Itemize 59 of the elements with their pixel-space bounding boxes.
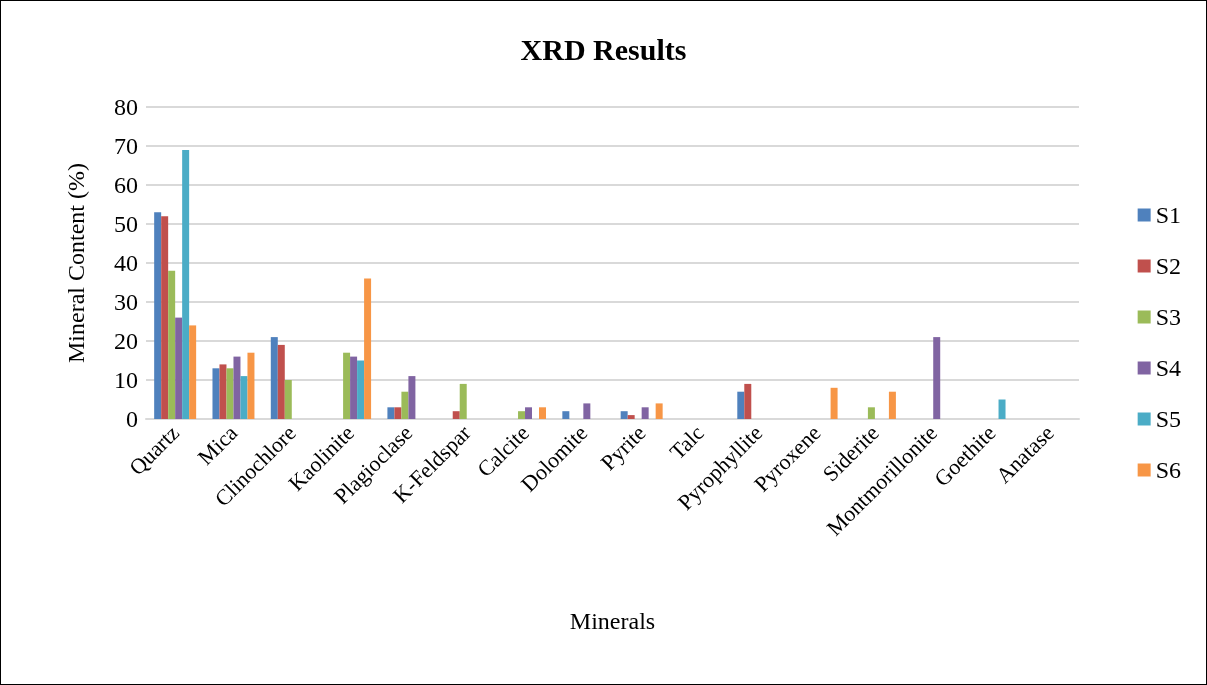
legend-label: S6 <box>1155 457 1182 483</box>
y-tick-label: 0 <box>126 406 138 432</box>
bar <box>168 270 176 419</box>
y-tick-label: 10 <box>114 367 138 393</box>
bar <box>401 391 409 419</box>
legend-label: S3 <box>1155 304 1182 330</box>
y-tick-label: 40 <box>114 250 138 276</box>
bar <box>525 407 533 419</box>
bar <box>387 407 395 419</box>
bar <box>212 368 220 419</box>
bar <box>933 337 941 419</box>
y-tick-label: 80 <box>114 94 138 120</box>
bar <box>394 407 402 419</box>
y-tick-label: 20 <box>114 328 138 354</box>
bar <box>284 380 292 419</box>
y-tick-label: 60 <box>114 172 138 198</box>
legend-label: S4 <box>1155 355 1182 381</box>
bar <box>277 344 285 419</box>
bar <box>357 360 365 419</box>
y-tick-label: 70 <box>114 133 138 159</box>
x-axis-title: Minerals <box>569 608 656 634</box>
bar <box>459 383 467 419</box>
bar <box>219 364 227 419</box>
y-tick-label: 30 <box>114 289 138 315</box>
bar <box>270 337 278 419</box>
bar <box>233 356 241 419</box>
bar <box>518 411 526 419</box>
bar <box>161 216 169 419</box>
bar <box>175 317 183 419</box>
bar <box>620 411 628 419</box>
bar <box>154 212 162 419</box>
bar <box>240 376 248 419</box>
bar <box>350 356 358 419</box>
bar <box>998 399 1006 419</box>
bar <box>583 403 591 419</box>
bar <box>247 352 255 419</box>
bar <box>737 391 745 419</box>
bar <box>226 368 234 419</box>
y-axis-title: Mineral Content (%) <box>63 163 89 363</box>
bar <box>539 407 547 419</box>
bar <box>744 383 752 419</box>
bar <box>888 391 896 419</box>
chart-title: XRD Results <box>520 32 687 66</box>
bar <box>452 411 460 419</box>
bar <box>867 407 875 419</box>
bar <box>641 407 649 419</box>
bar <box>627 415 635 419</box>
bar <box>364 278 372 419</box>
bar <box>189 325 197 419</box>
bar <box>343 352 351 419</box>
bar <box>830 387 838 419</box>
legend-label: S5 <box>1155 406 1182 432</box>
y-tick-label: 50 <box>114 211 138 237</box>
bar <box>562 411 570 419</box>
bar <box>408 376 416 419</box>
legend-label: S1 <box>1155 202 1182 228</box>
bar <box>182 149 190 419</box>
legend-label: S2 <box>1155 253 1182 279</box>
bar <box>655 403 663 419</box>
